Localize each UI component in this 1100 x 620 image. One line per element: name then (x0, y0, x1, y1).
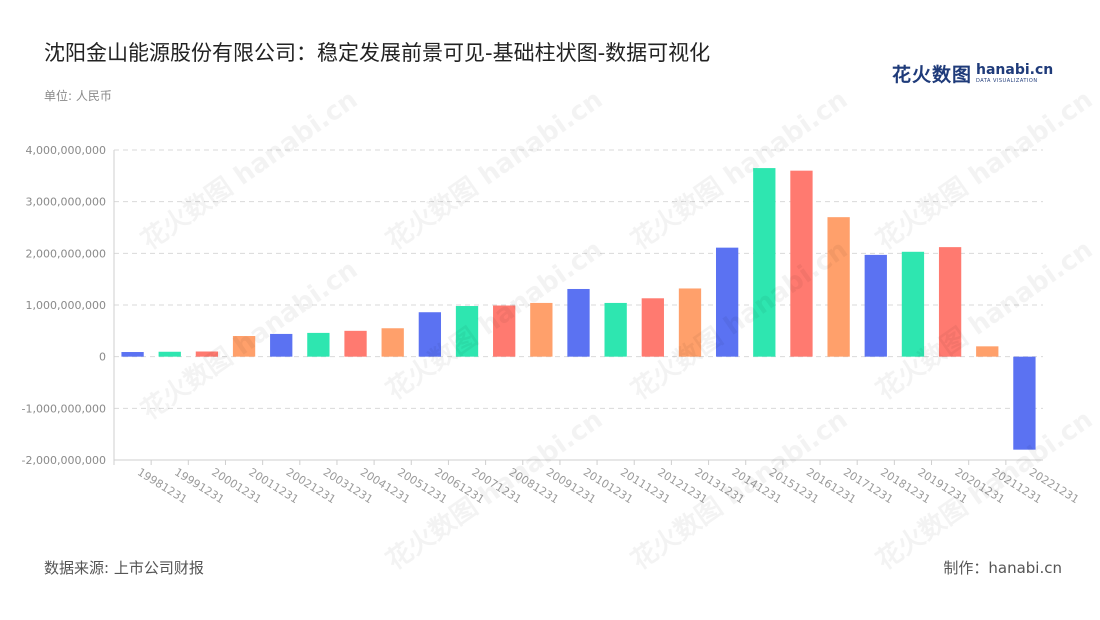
bar (493, 305, 516, 357)
bar (604, 302, 627, 357)
chart-title: 沈阳金山能源股份有限公司：稳定发展前景可见-基础柱状图-数据可视化 (44, 41, 711, 65)
bar (232, 336, 256, 357)
bar (790, 170, 813, 357)
bar (195, 351, 219, 357)
bar (567, 288, 590, 357)
bar (753, 168, 776, 357)
unit-label: 单位: 人民币 (44, 89, 112, 103)
brand-logo[interactable]: 花火数图 hanabi.cn DATA VISUALIZATION (892, 60, 1053, 86)
bar (307, 332, 330, 357)
bar (158, 351, 181, 357)
bar (455, 306, 479, 357)
y-tick-label: 2,000,000,000 (26, 247, 106, 260)
bar (530, 302, 553, 357)
y-tick-label: -1,000,000,000 (22, 402, 106, 415)
y-tick-label: 4,000,000,000 (26, 144, 106, 157)
bar (1013, 356, 1036, 450)
bar (901, 251, 925, 357)
bar (715, 247, 739, 357)
data-source: 数据来源: 上市公司财报 (44, 559, 204, 577)
y-tick-label: 1,000,000,000 (26, 299, 106, 312)
bar (344, 330, 367, 357)
logo-en-text: hanabi.cn (976, 61, 1054, 78)
bar (641, 298, 664, 357)
logo-cn-text: 花火数图 (892, 63, 973, 86)
maker-credit: 制作：hanabi.cn (943, 559, 1062, 577)
y-tick-label: -2,000,000,000 (22, 454, 106, 467)
bar (827, 217, 850, 357)
y-tick-label: 3,000,000,000 (26, 196, 106, 209)
bar (381, 328, 404, 357)
bar (976, 346, 999, 357)
bar (270, 333, 293, 357)
bar (121, 352, 144, 357)
y-tick-label: 0 (99, 351, 106, 364)
bar (938, 247, 962, 357)
bar (678, 288, 702, 357)
logo-en-subtext: DATA VISUALIZATION (976, 77, 1038, 84)
bar (418, 312, 442, 357)
logo-en-block: hanabi.cn DATA VISUALIZATION (976, 63, 1053, 84)
bar (864, 254, 887, 357)
